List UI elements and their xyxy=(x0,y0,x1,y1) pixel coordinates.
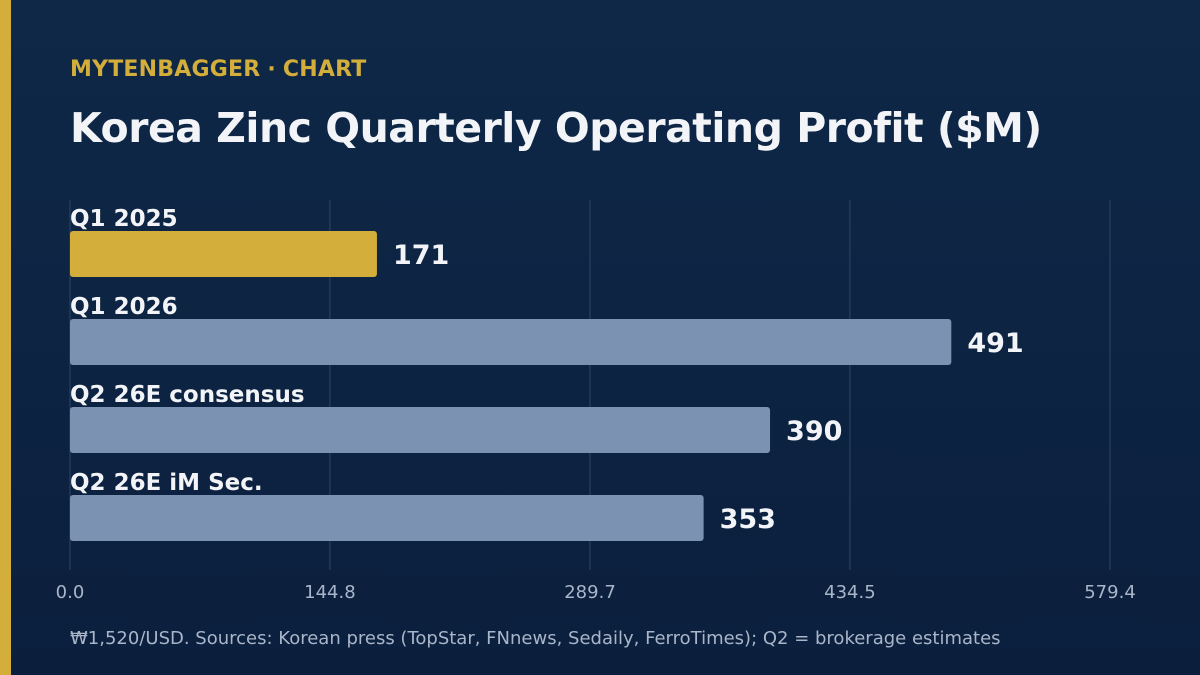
x-tick-label: 434.5 xyxy=(824,582,876,603)
value-label: 171 xyxy=(393,240,449,271)
section-label: CHART xyxy=(282,57,367,82)
chart-title: Korea Zinc Quarterly Operating Profit ($… xyxy=(70,104,1042,152)
value-label: 390 xyxy=(786,416,842,447)
category-label: Q1 2025 xyxy=(70,206,178,232)
bar xyxy=(70,407,771,453)
x-tick-label: 579.4 xyxy=(1084,582,1136,603)
brand-name: MYTENBAGGER xyxy=(70,57,261,82)
category-label: Q2 26E iM Sec. xyxy=(70,470,263,496)
brand-header: MYTENBAGGER · CHART xyxy=(70,57,366,82)
bar xyxy=(70,231,377,277)
value-label: 491 xyxy=(967,328,1023,359)
value-label: 353 xyxy=(720,504,776,535)
bar xyxy=(70,495,704,541)
category-label: Q2 26E consensus xyxy=(70,382,305,408)
bar xyxy=(70,319,952,365)
footer-note: ₩1,520/USD. Sources: Korean press (TopSt… xyxy=(70,628,1001,649)
category-label: Q1 2026 xyxy=(70,294,178,320)
accent-bar xyxy=(0,0,11,675)
x-tick-label: 289.7 xyxy=(564,582,616,603)
x-tick-label: 0.0 xyxy=(56,582,85,603)
x-tick-label: 144.8 xyxy=(304,582,356,603)
brand-separator: · xyxy=(267,57,276,82)
